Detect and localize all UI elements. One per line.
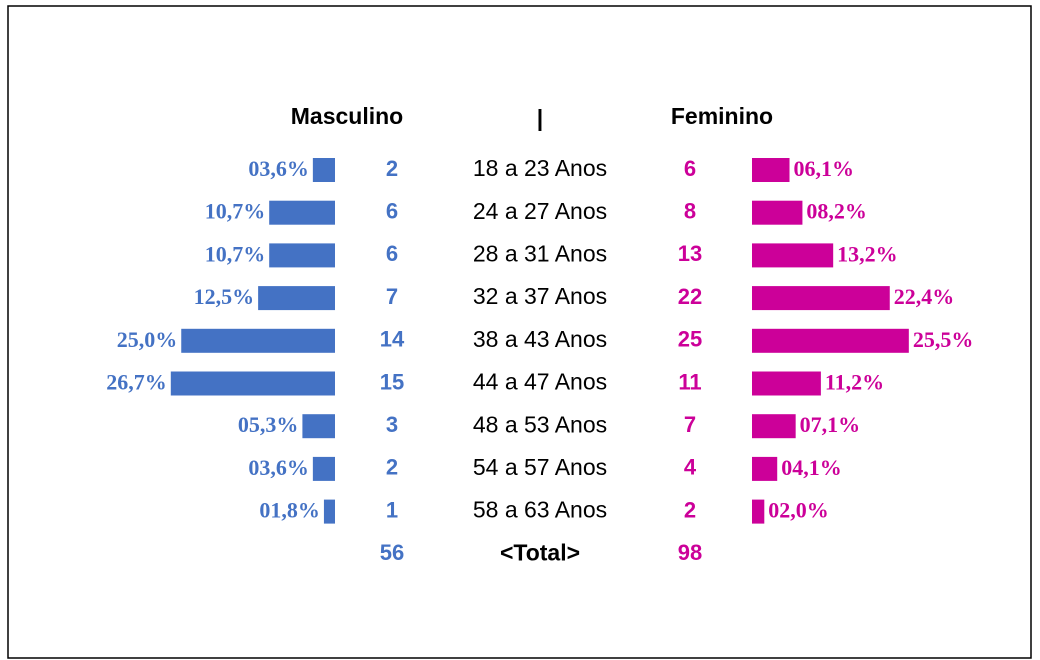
bar bbox=[269, 200, 335, 225]
percent-label: 22,4% bbox=[894, 284, 955, 309]
count-label: 2 bbox=[386, 455, 398, 480]
percent-label: 11,2% bbox=[825, 370, 884, 395]
bar bbox=[752, 158, 790, 182]
age-label: 48 a 53 Anos bbox=[473, 411, 607, 437]
count-label: 14 bbox=[380, 327, 405, 352]
count-label: 1 bbox=[386, 497, 398, 522]
count-label: 2 bbox=[386, 156, 398, 181]
percent-label: 10,7% bbox=[205, 199, 266, 224]
age-label: 54 a 57 Anos bbox=[473, 454, 607, 480]
percent-label: 08,2% bbox=[806, 199, 867, 224]
count-label: 8 bbox=[684, 199, 696, 224]
count-label: 3 bbox=[386, 412, 398, 437]
count-label: 7 bbox=[386, 284, 398, 309]
bar bbox=[312, 158, 335, 182]
age-label: 32 a 37 Anos bbox=[473, 283, 607, 309]
count-label: 22 bbox=[678, 284, 702, 309]
bar bbox=[752, 200, 803, 225]
age-label: 18 a 23 Anos bbox=[473, 155, 607, 181]
percent-label: 03,6% bbox=[248, 156, 309, 181]
age-label: 44 a 47 Anos bbox=[473, 369, 607, 395]
bar bbox=[258, 286, 335, 311]
percent-label: 05,3% bbox=[238, 412, 299, 437]
count-label: 2 bbox=[684, 497, 696, 522]
age-label: 58 a 63 Anos bbox=[473, 497, 607, 523]
bar bbox=[752, 414, 796, 439]
percent-label: 01,8% bbox=[259, 498, 320, 523]
percent-label: 12,5% bbox=[194, 284, 255, 309]
age-label: 38 a 43 Anos bbox=[473, 326, 607, 352]
bar bbox=[312, 456, 335, 481]
bar bbox=[269, 243, 335, 268]
count-label: 6 bbox=[386, 241, 398, 266]
total-label: <Total> bbox=[500, 539, 580, 565]
total-count: 56 bbox=[380, 540, 404, 565]
percent-label: 06,1% bbox=[794, 156, 855, 181]
percent-label: 13,2% bbox=[837, 241, 898, 266]
bar bbox=[752, 328, 909, 353]
count-label: 11 bbox=[678, 369, 701, 394]
count-label: 25 bbox=[678, 327, 702, 352]
bar bbox=[181, 328, 335, 353]
percent-label: 25,5% bbox=[913, 327, 974, 352]
bar bbox=[170, 371, 335, 396]
left-header: Masculino bbox=[291, 103, 403, 129]
divider: | bbox=[537, 105, 543, 131]
count-label: 4 bbox=[684, 455, 697, 480]
percent-label: 04,1% bbox=[781, 455, 842, 480]
bar bbox=[752, 499, 765, 524]
percent-label: 25,0% bbox=[117, 327, 178, 352]
percent-label: 10,7% bbox=[205, 241, 266, 266]
percent-label: 26,7% bbox=[106, 370, 167, 395]
count-label: 13 bbox=[678, 241, 702, 266]
bar bbox=[323, 499, 335, 524]
age-label: 28 a 31 Anos bbox=[473, 240, 607, 266]
total-count: 98 bbox=[678, 540, 702, 565]
bar bbox=[752, 371, 821, 396]
percent-label: 07,1% bbox=[800, 412, 861, 437]
bar bbox=[752, 243, 834, 268]
bar bbox=[752, 456, 778, 481]
count-label: 6 bbox=[386, 199, 398, 224]
count-label: 15 bbox=[380, 369, 404, 394]
percent-label: 03,6% bbox=[248, 455, 309, 480]
count-label: 6 bbox=[684, 156, 696, 181]
percent-label: 02,0% bbox=[768, 498, 829, 523]
count-label: 7 bbox=[684, 412, 696, 437]
right-header: Feminino bbox=[671, 103, 773, 129]
age-label: 24 a 27 Anos bbox=[473, 198, 607, 224]
bar bbox=[302, 414, 335, 439]
bar bbox=[752, 286, 890, 311]
